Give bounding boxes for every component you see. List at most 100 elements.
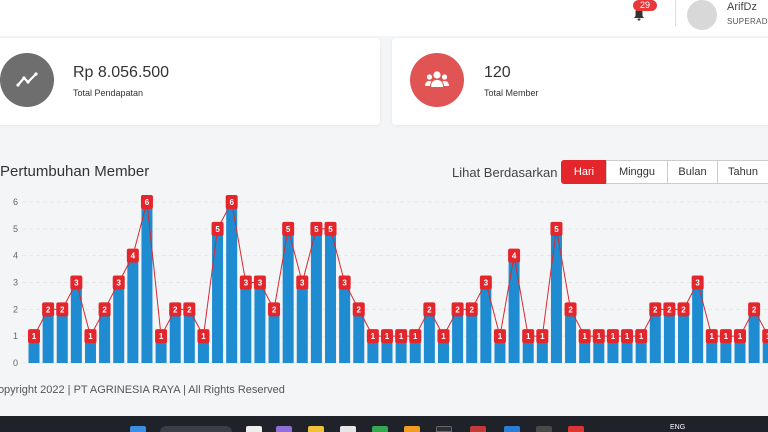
data-label-box xyxy=(296,275,309,290)
bar xyxy=(127,255,139,363)
chrome-icon[interactable] xyxy=(372,426,388,432)
data-label: 2 xyxy=(681,305,686,314)
bar xyxy=(522,336,534,363)
member-count-value: 120 xyxy=(484,64,511,81)
data-label-box xyxy=(522,329,535,344)
bar xyxy=(310,228,322,363)
bar xyxy=(480,282,492,363)
store-icon[interactable] xyxy=(340,426,356,432)
data-label: 5 xyxy=(314,225,319,234)
app-icon[interactable] xyxy=(536,426,552,432)
footer-copyright: Copyright 2022 | PT AGRINESIA RAYA | All… xyxy=(0,384,285,396)
start-icon[interactable] xyxy=(130,426,146,432)
data-label-box xyxy=(409,329,422,344)
data-label: 1 xyxy=(526,332,531,341)
stat-card-revenue: Rp 8.056.500 Total Pendapatan xyxy=(0,38,380,125)
data-label: 2 xyxy=(752,305,757,314)
language-indicator[interactable]: ENG xyxy=(670,424,686,431)
bar xyxy=(452,309,464,363)
app-icon[interactable] xyxy=(404,426,420,432)
data-label: 3 xyxy=(116,279,121,288)
bar xyxy=(649,309,661,363)
data-label-box xyxy=(310,221,323,236)
chat-icon[interactable] xyxy=(276,426,292,432)
avatar[interactable] xyxy=(687,0,717,30)
member-count-label: Total Member xyxy=(484,88,539,98)
data-label-box xyxy=(183,302,196,317)
data-label: 1 xyxy=(597,332,602,341)
vscode-icon[interactable] xyxy=(504,426,520,432)
data-label-box xyxy=(324,221,337,236)
data-label: 2 xyxy=(102,305,107,314)
bar xyxy=(395,336,407,363)
file-explorer-icon[interactable] xyxy=(308,426,324,432)
y-tick-label: 6 xyxy=(13,197,18,207)
section-title: Pertumbuhan Member xyxy=(0,163,150,180)
y-tick-label: 2 xyxy=(13,304,18,314)
data-label: 2 xyxy=(667,305,672,314)
data-label: 1 xyxy=(738,332,743,341)
search-box[interactable] xyxy=(160,426,232,432)
data-label-box xyxy=(225,195,238,209)
stat-card-members: 120 Total Member xyxy=(392,38,768,125)
bar xyxy=(367,336,379,363)
revenue-value: Rp 8.056.500 xyxy=(73,64,170,81)
bar xyxy=(169,309,181,363)
bar xyxy=(621,336,633,363)
data-label: 5 xyxy=(554,225,559,234)
bar xyxy=(141,202,153,363)
data-label: 1 xyxy=(724,332,729,341)
data-label-box xyxy=(140,195,153,209)
data-label: 1 xyxy=(582,332,587,341)
data-label: 3 xyxy=(695,279,700,288)
data-label: 1 xyxy=(201,332,206,341)
data-label: 1 xyxy=(441,332,446,341)
bar xyxy=(212,228,224,363)
bar xyxy=(550,228,562,363)
task-view-icon[interactable] xyxy=(246,426,262,432)
data-label-box xyxy=(155,329,168,344)
data-label-box xyxy=(366,329,379,344)
bar xyxy=(565,309,577,363)
filter-hari-button[interactable]: Hari xyxy=(561,160,607,184)
data-label: 1 xyxy=(399,332,404,341)
filter-bulan-button[interactable]: Bulan xyxy=(667,160,718,184)
app-icon[interactable] xyxy=(436,426,452,432)
data-label: 5 xyxy=(215,225,220,234)
bar xyxy=(409,336,421,363)
filter-label: Lihat Berdasarkan xyxy=(452,165,558,180)
user-name[interactable]: ArifDz xyxy=(727,1,757,13)
bar xyxy=(70,282,82,363)
bar xyxy=(663,309,675,363)
data-label-box xyxy=(268,302,281,317)
notification-badge: 29 xyxy=(633,0,657,11)
data-label: 2 xyxy=(272,305,277,314)
data-label-box xyxy=(423,302,436,317)
data-label-box xyxy=(126,248,139,263)
bar xyxy=(579,336,591,363)
data-label-box xyxy=(211,221,224,236)
filter-tahun-button[interactable]: Tahun xyxy=(717,160,768,184)
bar xyxy=(593,336,605,363)
data-label-box xyxy=(98,302,111,317)
data-label: 5 xyxy=(328,225,333,234)
bar xyxy=(268,309,280,363)
filter-minggu-button[interactable]: Minggu xyxy=(606,160,668,184)
data-label: 2 xyxy=(469,305,474,314)
data-label-box xyxy=(719,329,732,344)
app-icon[interactable] xyxy=(568,426,584,432)
data-label: 3 xyxy=(484,279,489,288)
bar xyxy=(692,282,704,363)
data-label-box xyxy=(493,329,506,344)
data-label: 2 xyxy=(357,305,362,314)
app-icon[interactable] xyxy=(470,426,486,432)
bar xyxy=(226,202,238,363)
bar xyxy=(494,336,506,363)
bar xyxy=(536,336,548,363)
users-group-icon xyxy=(410,53,464,107)
data-label-box xyxy=(28,329,40,344)
data-label: 1 xyxy=(710,332,715,341)
data-label-box xyxy=(649,302,662,317)
data-label: 1 xyxy=(498,332,503,341)
